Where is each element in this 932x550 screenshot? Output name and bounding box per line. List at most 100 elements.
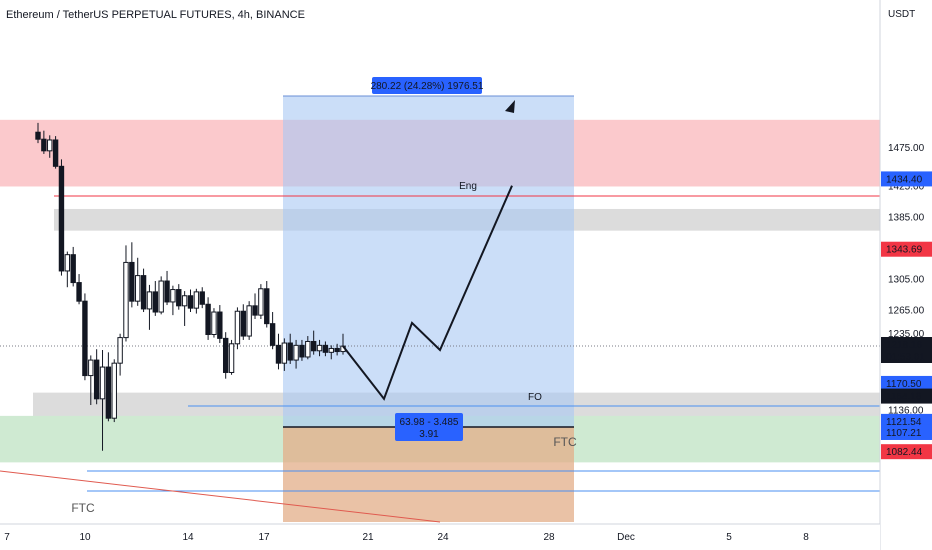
candle[interactable]: [322, 341, 329, 357]
projection-path[interactable]: [342, 185, 513, 401]
candle[interactable]: [305, 336, 311, 360]
x-tick-label: 21: [362, 532, 374, 543]
candle-body: [47, 139, 53, 152]
y-tick-label: 1305.00: [888, 275, 925, 286]
candle-body: [222, 337, 229, 373]
candle[interactable]: [52, 136, 59, 169]
candle[interactable]: [234, 307, 241, 350]
candle-body: [305, 340, 311, 358]
candle[interactable]: [176, 284, 182, 310]
candle[interactable]: [111, 359, 117, 423]
target-label: 280.22 (24.28%) 1976.51: [371, 81, 484, 92]
price-tag-label: 1170.50: [886, 379, 922, 390]
candle-body: [129, 261, 135, 302]
candle[interactable]: [275, 333, 282, 370]
candle-body: [170, 289, 176, 303]
candle-body: [140, 275, 147, 310]
price-tag-label: 1154.18: [886, 392, 922, 403]
candle[interactable]: [217, 305, 223, 344]
candle[interactable]: [269, 312, 276, 350]
candle[interactable]: [310, 330, 317, 355]
candle-body: [316, 344, 323, 352]
candle[interactable]: [228, 339, 235, 375]
fo-label: FO: [528, 392, 542, 403]
candle[interactable]: [258, 284, 264, 319]
candle-body: [275, 344, 282, 364]
price-tag[interactable]: 1343.69: [881, 241, 932, 257]
y-tick-label: 1265.00: [888, 306, 925, 317]
candle[interactable]: [58, 159, 65, 276]
candle[interactable]: [105, 352, 112, 422]
candle[interactable]: [152, 281, 159, 316]
candle[interactable]: [170, 285, 176, 316]
candle[interactable]: [334, 343, 340, 356]
price-tag[interactable]: 1107.21: [881, 424, 932, 440]
price-tag[interactable]: 1082.44: [881, 444, 932, 460]
price-tag[interactable]: 1154.18: [881, 388, 932, 404]
target-label-box: [372, 77, 482, 94]
candle[interactable]: [316, 339, 323, 357]
candle[interactable]: [287, 333, 293, 364]
time-axis-panel[interactable]: [0, 524, 880, 550]
y-tick-label: 1425.00: [888, 182, 925, 193]
candle[interactable]: [117, 333, 123, 376]
candle[interactable]: [158, 276, 164, 315]
chart-title: Ethereum / TetherUS PERPETUAL FUTURES, 4…: [6, 9, 305, 21]
x-tick-label: 10: [79, 532, 91, 543]
candle[interactable]: [240, 304, 246, 340]
candle[interactable]: [64, 251, 71, 288]
y-tick-label: 1235.00: [888, 329, 925, 340]
candle[interactable]: [99, 349, 106, 451]
candle[interactable]: [252, 293, 258, 319]
y-tick-label: 1385.00: [888, 213, 925, 224]
candle[interactable]: [264, 281, 270, 328]
position-profit-area[interactable]: [283, 96, 574, 427]
price-tag-label: 1218.16: [886, 340, 923, 351]
candle[interactable]: [129, 242, 135, 308]
candle[interactable]: [187, 289, 194, 313]
candle[interactable]: [299, 339, 305, 361]
candle-body: [228, 343, 235, 373]
candle[interactable]: [246, 301, 252, 340]
candle-body: [293, 344, 299, 361]
y-tick-label: 1136.00: [888, 406, 924, 417]
currency-label: USDT: [888, 9, 915, 20]
candle[interactable]: [93, 349, 100, 405]
candle[interactable]: [146, 284, 153, 330]
candle-body: [58, 165, 65, 272]
candle[interactable]: [293, 339, 299, 369]
candle[interactable]: [70, 246, 76, 287]
candle[interactable]: [193, 288, 200, 314]
candle[interactable]: [123, 245, 129, 342]
candle[interactable]: [181, 291, 188, 326]
candle[interactable]: [199, 287, 205, 309]
candle-body: [93, 359, 100, 400]
candle[interactable]: [222, 332, 229, 379]
price-tag-countdown: 01:53:01: [886, 352, 925, 363]
candle-body: [111, 362, 117, 419]
price-tag[interactable]: 1434.40: [881, 171, 932, 187]
candle[interactable]: [164, 270, 170, 306]
candle[interactable]: [140, 268, 147, 313]
candle[interactable]: [211, 308, 217, 338]
candle[interactable]: [76, 274, 82, 305]
candle[interactable]: [47, 135, 53, 158]
candle[interactable]: [82, 293, 88, 381]
position-loss-area[interactable]: [283, 427, 574, 522]
candle[interactable]: [88, 355, 94, 406]
candle[interactable]: [328, 345, 334, 360]
trend-line[interactable]: [0, 470, 441, 523]
candle-body: [281, 342, 288, 364]
candle[interactable]: [205, 297, 211, 340]
candle[interactable]: [41, 130, 47, 154]
candle-body: [82, 300, 88, 377]
candle-body: [76, 282, 82, 302]
candle[interactable]: [35, 122, 41, 144]
price-tag-box: [881, 375, 932, 391]
x-tick-label: 5: [726, 532, 732, 543]
price-tag[interactable]: 1170.50: [881, 375, 932, 391]
candle[interactable]: [135, 257, 141, 306]
candle[interactable]: [281, 338, 288, 371]
